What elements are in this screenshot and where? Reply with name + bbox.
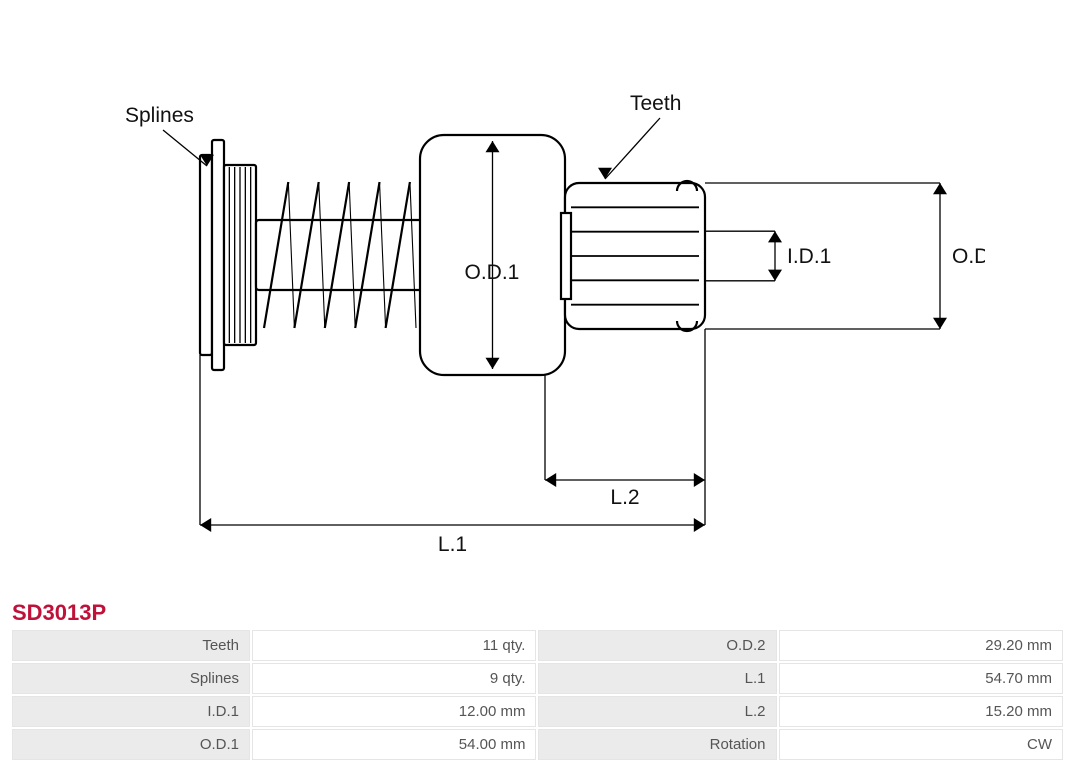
spec-val: 29.20 mm (779, 630, 1064, 661)
table-row: O.D.154.00 mmRotationCW (12, 729, 1063, 760)
spec-key: O.D.1 (12, 729, 250, 760)
spec-key: Rotation (538, 729, 776, 760)
spec-table: Teeth11 qty.O.D.229.20 mmSplines9 qty.L.… (10, 628, 1065, 762)
technical-diagram: Splines Teeth O.D.1 I.D.1 O.D.2 L.2 L.1 (85, 80, 985, 580)
svg-text:O.D.1: O.D.1 (465, 261, 520, 284)
spec-key: L.1 (538, 663, 776, 694)
table-row: Splines9 qty.L.154.70 mm (12, 663, 1063, 694)
spec-val: 12.00 mm (252, 696, 536, 727)
spec-key: O.D.2 (538, 630, 776, 661)
spec-key: Splines (12, 663, 250, 694)
table-row: I.D.112.00 mmL.215.20 mm (12, 696, 1063, 727)
svg-text:O.D.2: O.D.2 (952, 245, 985, 268)
spec-key: I.D.1 (12, 696, 250, 727)
spec-val: 11 qty. (252, 630, 536, 661)
spec-val: CW (779, 729, 1064, 760)
spec-val: 54.00 mm (252, 729, 536, 760)
svg-text:Splines: Splines (125, 104, 194, 127)
svg-text:I.D.1: I.D.1 (787, 245, 831, 268)
spec-val: 9 qty. (252, 663, 536, 694)
spec-val: 15.20 mm (779, 696, 1064, 727)
spec-key: L.2 (538, 696, 776, 727)
table-row: Teeth11 qty.O.D.229.20 mm (12, 630, 1063, 661)
spec-val: 54.70 mm (779, 663, 1064, 694)
svg-text:Teeth: Teeth (630, 92, 681, 115)
part-number-title: SD3013P (12, 600, 106, 626)
spec-key: Teeth (12, 630, 250, 661)
svg-text:L.1: L.1 (438, 533, 467, 556)
svg-text:L.2: L.2 (610, 486, 639, 509)
